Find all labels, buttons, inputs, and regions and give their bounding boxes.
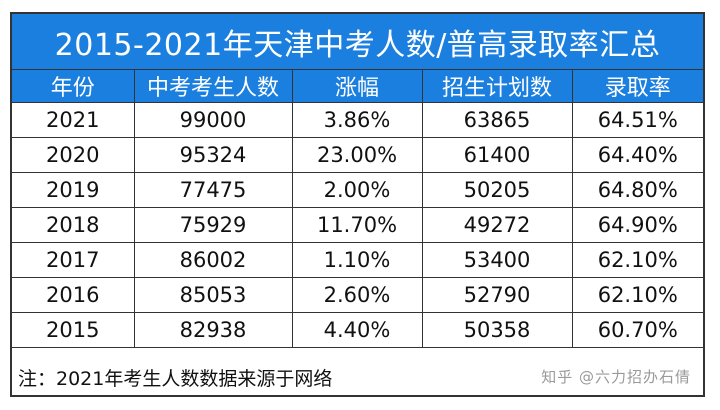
col-header-candidates: 中考考生人数 xyxy=(133,70,293,103)
cell-growth: 3.86% xyxy=(291,102,423,138)
cell-admission-rate: 64.90% xyxy=(571,207,703,243)
cell-candidates: 82938 xyxy=(133,312,293,348)
cell-year: 2016 xyxy=(12,277,135,313)
col-header-enrollment-plan: 招生计划数 xyxy=(421,70,573,103)
col-header-growth: 涨幅 xyxy=(291,70,423,103)
table-row: 2019 77475 2.00% 50205 64.80% xyxy=(12,172,703,208)
cell-admission-rate: 64.40% xyxy=(571,137,703,173)
cell-enrollment-plan: 52790 xyxy=(421,277,573,313)
stats-table: 年份 中考考生人数 涨幅 招生计划数 录取率 2021 99000 3.86% … xyxy=(12,70,703,348)
table-row: 2015 82938 4.40% 50358 60.70% xyxy=(12,312,703,348)
table-row: 2020 95324 23.00% 61400 64.40% xyxy=(12,137,703,173)
table-title: 2015-2021年天津中考人数/普高录取率汇总 xyxy=(12,14,703,70)
cell-candidates: 77475 xyxy=(133,172,293,208)
cell-growth: 23.00% xyxy=(291,137,423,173)
cell-enrollment-plan: 63865 xyxy=(421,102,573,138)
table-row: 2018 75929 11.70% 49272 64.90% xyxy=(12,207,703,243)
table-row: 2021 99000 3.86% 63865 64.51% xyxy=(12,102,703,138)
header-row: 年份 中考考生人数 涨幅 招生计划数 录取率 xyxy=(12,70,703,103)
cell-year: 2021 xyxy=(12,102,135,138)
cell-enrollment-plan: 50205 xyxy=(421,172,573,208)
col-header-year: 年份 xyxy=(12,70,135,103)
table-row: 2017 86002 1.10% 53400 62.10% xyxy=(12,242,703,278)
watermark: 知乎 @六力招办石倩 xyxy=(541,368,691,386)
cell-enrollment-plan: 49272 xyxy=(421,207,573,243)
cell-candidates: 75929 xyxy=(133,207,293,243)
cell-year: 2015 xyxy=(12,312,135,348)
cell-admission-rate: 62.10% xyxy=(571,242,703,278)
data-table-sheet: 2015-2021年天津中考人数/普高录取率汇总 年份 中考考生人数 涨幅 招生… xyxy=(10,12,705,397)
cell-candidates: 99000 xyxy=(133,102,293,138)
table-row: 2016 85053 2.60% 52790 62.10% xyxy=(12,277,703,313)
cell-growth: 4.40% xyxy=(291,312,423,348)
cell-year: 2017 xyxy=(12,242,135,278)
cell-candidates: 95324 xyxy=(133,137,293,173)
cell-admission-rate: 64.80% xyxy=(571,172,703,208)
cell-year: 2020 xyxy=(12,137,135,173)
cell-admission-rate: 60.70% xyxy=(571,312,703,348)
cell-growth: 1.10% xyxy=(291,242,423,278)
cell-growth: 2.00% xyxy=(291,172,423,208)
cell-admission-rate: 62.10% xyxy=(571,277,703,313)
cell-candidates: 86002 xyxy=(133,242,293,278)
cell-candidates: 85053 xyxy=(133,277,293,313)
cell-enrollment-plan: 53400 xyxy=(421,242,573,278)
cell-enrollment-plan: 61400 xyxy=(421,137,573,173)
cell-year: 2018 xyxy=(12,207,135,243)
col-header-admission-rate: 录取率 xyxy=(571,70,703,103)
source-note: 注：2021年考生人数数据来源于网络 xyxy=(18,368,333,390)
cell-growth: 11.70% xyxy=(291,207,423,243)
cell-year: 2019 xyxy=(12,172,135,208)
cell-enrollment-plan: 50358 xyxy=(421,312,573,348)
cell-growth: 2.60% xyxy=(291,277,423,313)
cell-admission-rate: 64.51% xyxy=(571,102,703,138)
